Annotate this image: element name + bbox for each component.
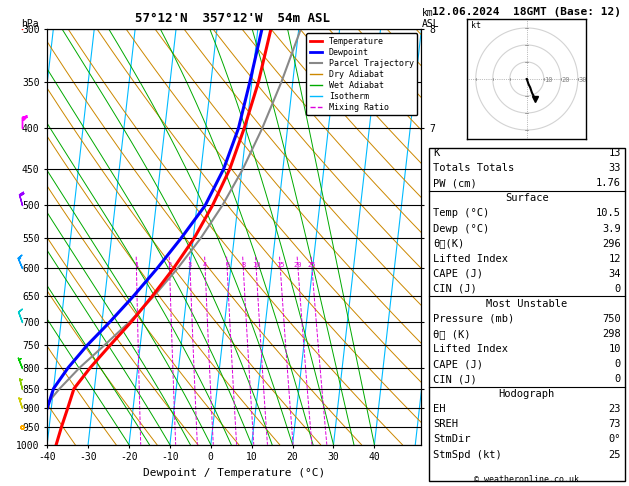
Text: 13: 13 (608, 148, 621, 158)
Text: 10: 10 (252, 262, 260, 268)
Text: CAPE (J): CAPE (J) (433, 359, 482, 369)
Text: 30: 30 (579, 76, 587, 83)
Text: 296: 296 (602, 239, 621, 249)
Text: 12: 12 (608, 254, 621, 264)
Y-axis label: Mixing Ratio (g/kg): Mixing Ratio (g/kg) (486, 181, 496, 293)
Text: 1.76: 1.76 (596, 178, 621, 189)
Text: 25: 25 (308, 262, 316, 268)
Text: 0°: 0° (608, 434, 621, 445)
Text: 73: 73 (608, 419, 621, 430)
Text: 2: 2 (167, 262, 172, 268)
Text: Totals Totals: Totals Totals (433, 163, 514, 174)
Text: Lifted Index: Lifted Index (433, 254, 508, 264)
FancyBboxPatch shape (429, 148, 625, 481)
Text: 0: 0 (615, 284, 621, 294)
Text: 0: 0 (615, 359, 621, 369)
Text: km
ASL: km ASL (421, 8, 439, 29)
Text: Surface: Surface (505, 193, 548, 204)
Text: StmSpd (kt): StmSpd (kt) (433, 450, 501, 460)
Text: 0: 0 (615, 374, 621, 384)
Text: 3.9: 3.9 (602, 224, 621, 234)
Text: © weatheronline.co.uk: © weatheronline.co.uk (474, 475, 579, 484)
Text: CIN (J): CIN (J) (433, 284, 477, 294)
Text: 12.06.2024  18GMT (Base: 12): 12.06.2024 18GMT (Base: 12) (432, 7, 621, 17)
Text: kt: kt (470, 21, 481, 30)
Text: CIN (J): CIN (J) (433, 374, 477, 384)
Text: 34: 34 (608, 269, 621, 279)
Text: 10: 10 (608, 344, 621, 354)
Text: hPa: hPa (21, 19, 38, 29)
X-axis label: Dewpoint / Temperature (°C): Dewpoint / Temperature (°C) (143, 468, 325, 478)
Text: StmDir: StmDir (433, 434, 470, 445)
Legend: Temperature, Dewpoint, Parcel Trajectory, Dry Adiabat, Wet Adiabat, Isotherm, Mi: Temperature, Dewpoint, Parcel Trajectory… (306, 34, 417, 116)
Text: 15: 15 (276, 262, 284, 268)
Text: 750: 750 (602, 314, 621, 324)
Text: PW (cm): PW (cm) (433, 178, 477, 189)
Text: θᴇ (K): θᴇ (K) (433, 329, 470, 339)
Text: 1: 1 (135, 262, 138, 268)
Text: Dewp (°C): Dewp (°C) (433, 224, 489, 234)
Text: θᴇ(K): θᴇ(K) (433, 239, 464, 249)
Text: Temp (°C): Temp (°C) (433, 208, 489, 219)
Text: 298: 298 (602, 329, 621, 339)
Text: 10: 10 (545, 76, 553, 83)
Text: CAPE (J): CAPE (J) (433, 269, 482, 279)
Text: EH: EH (433, 404, 445, 415)
Text: 3: 3 (188, 262, 192, 268)
Text: 8: 8 (241, 262, 245, 268)
Text: Hodograph: Hodograph (499, 389, 555, 399)
Text: 57°12'N  357°12'W  54m ASL: 57°12'N 357°12'W 54m ASL (135, 12, 330, 25)
Text: SREH: SREH (433, 419, 458, 430)
Text: 10.5: 10.5 (596, 208, 621, 219)
Text: 33: 33 (608, 163, 621, 174)
Text: Lifted Index: Lifted Index (433, 344, 508, 354)
Text: 4: 4 (203, 262, 207, 268)
Text: Pressure (mb): Pressure (mb) (433, 314, 514, 324)
Text: K: K (433, 148, 439, 158)
Text: 20: 20 (294, 262, 303, 268)
Text: 23: 23 (608, 404, 621, 415)
Text: Most Unstable: Most Unstable (486, 299, 567, 309)
Text: 6: 6 (225, 262, 229, 268)
Text: 20: 20 (562, 76, 570, 83)
Text: 25: 25 (608, 450, 621, 460)
